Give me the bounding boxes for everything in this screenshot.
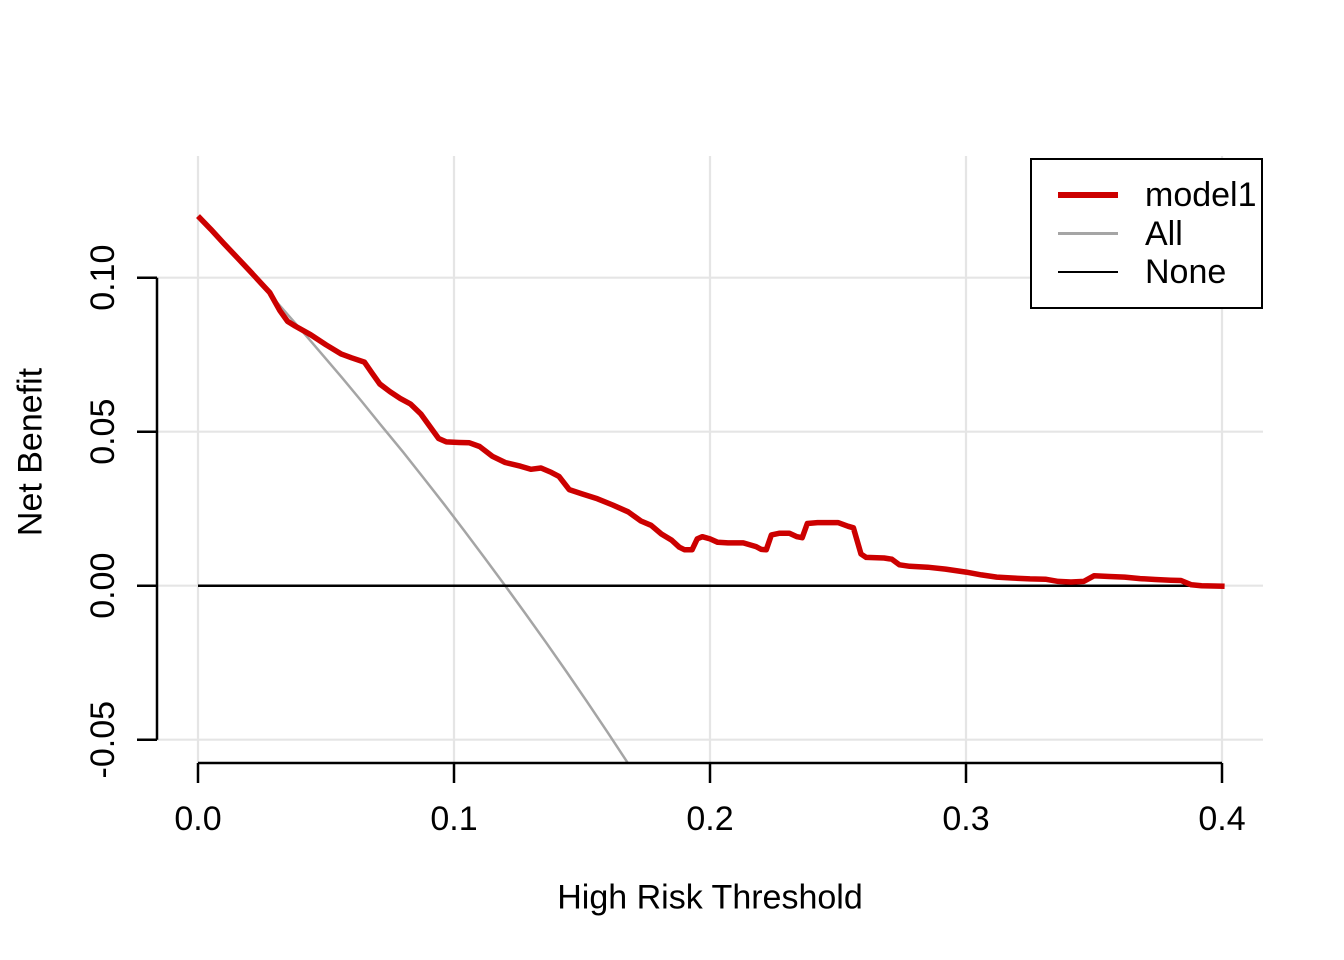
x-axis-title: High Risk Threshold <box>557 878 863 917</box>
legend-label-none: None <box>1145 253 1227 291</box>
series-model1-line <box>196 214 1225 590</box>
legend: model1 All None <box>1030 158 1263 309</box>
series-All-line <box>197 215 630 765</box>
x-tick-label: 0.1 <box>430 800 477 838</box>
x-tick-label: 0.0 <box>174 800 221 838</box>
legend-line-none-icon <box>1058 270 1118 274</box>
legend-row-all: All <box>1032 214 1261 253</box>
y-axis-title: Net Benefit <box>11 367 50 537</box>
legend-label-all: All <box>1145 214 1183 253</box>
legend-line-all-icon <box>1058 232 1118 235</box>
legend-line-model1-icon <box>1058 192 1118 198</box>
x-tick-label: 0.2 <box>686 800 733 838</box>
x-tick-label: 0.4 <box>1198 800 1245 838</box>
y-tick-label: 0.05 <box>84 399 122 465</box>
y-tick-label: 0.00 <box>84 553 122 619</box>
legend-row-model1: model1 <box>1032 176 1261 215</box>
legend-label-model1: model1 <box>1145 176 1257 214</box>
y-tick-label: 0.10 <box>84 245 122 311</box>
y-tick-label: -0.05 <box>84 701 122 779</box>
x-tick-label: 0.3 <box>942 800 989 838</box>
legend-row-none: None <box>1032 253 1261 292</box>
